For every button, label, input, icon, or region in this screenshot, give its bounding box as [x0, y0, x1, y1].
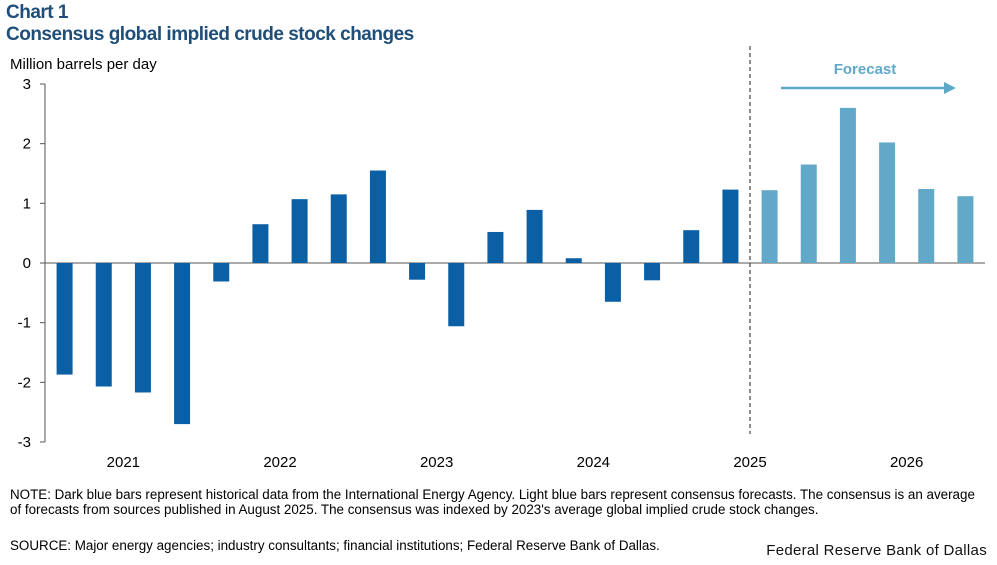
bar-historical: [213, 263, 230, 282]
chart-bars: [56, 107, 974, 425]
y-tick-label: -1: [18, 315, 31, 332]
x-year-label: 2023: [420, 454, 453, 471]
bar-forecast: [761, 190, 778, 263]
x-year-label: 2026: [890, 454, 923, 471]
y-tick-label: 2: [23, 136, 31, 153]
bar-forecast: [957, 196, 974, 263]
y-tick-label: -3: [18, 434, 31, 451]
bar-historical: [56, 263, 73, 375]
bar-historical: [174, 263, 191, 425]
chart-title: Consensus global implied crude stock cha…: [6, 24, 414, 45]
bar-historical: [134, 263, 151, 393]
bar-historical: [604, 263, 621, 302]
y-axis-label: Million barrels per day: [10, 56, 157, 73]
bar-forecast: [918, 189, 935, 263]
bar-historical: [683, 230, 700, 263]
bar-historical: [369, 170, 386, 263]
x-year-label: 2024: [577, 454, 610, 471]
bar-historical: [722, 189, 739, 263]
bar-historical: [565, 258, 582, 263]
chart-axes: 3 2 1 0 -1 -2 -3 2021 2022 2023 2024 2025 2026: [18, 76, 985, 471]
y-tick-label: 3: [23, 76, 31, 93]
y-tick-label: 1: [23, 195, 31, 212]
chart-number: Chart 1: [6, 2, 68, 23]
x-year-label: 2025: [733, 454, 766, 471]
chart-note: NOTE: Dark blue bars represent historica…: [10, 487, 975, 517]
forecast-annotation: Forecast: [749, 46, 956, 434]
bar-historical: [409, 263, 426, 280]
bar-historical: [252, 224, 269, 263]
bar-historical: [330, 194, 347, 263]
bar-chart: Million barrels per day 3 2 1 0 -1 -2 -3 2021 20…: [10, 46, 985, 471]
bar-forecast: [879, 142, 896, 263]
bar-historical: [487, 231, 504, 263]
y-tick-label: 0: [23, 255, 31, 272]
bar-historical: [526, 209, 543, 263]
bar-historical: [448, 263, 465, 327]
x-year-label: 2021: [107, 454, 140, 471]
bar-historical: [95, 263, 112, 387]
y-tick-label: -2: [18, 374, 31, 391]
forecast-label: Forecast: [834, 61, 897, 78]
forecast-arrow-head: [944, 82, 956, 94]
bar-forecast: [800, 164, 817, 263]
bar-forecast: [839, 107, 856, 263]
chart-source: SOURCE: Major energy agencies; industry …: [10, 538, 660, 553]
bar-historical: [644, 263, 661, 281]
x-year-label: 2022: [263, 454, 296, 471]
bar-historical: [291, 199, 308, 263]
publisher-credit: Federal Reserve Bank of Dallas: [766, 542, 987, 559]
